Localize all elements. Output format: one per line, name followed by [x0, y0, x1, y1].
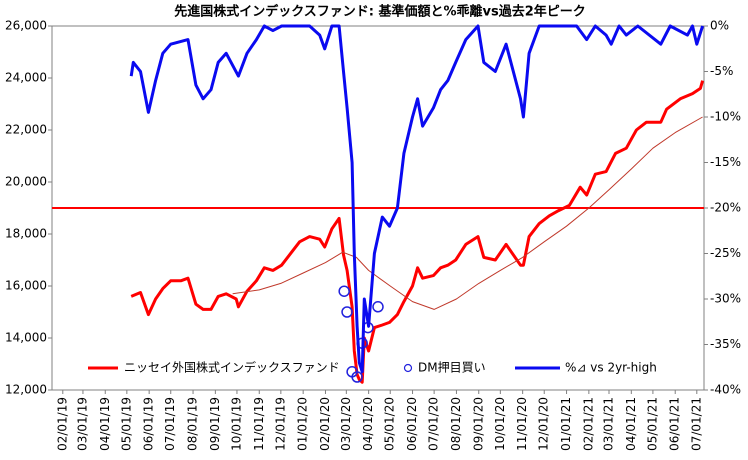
x-tick-label: 12/01/19 [273, 397, 287, 451]
pct-line [129, 24, 705, 374]
legend-label: DM押目買い [418, 361, 486, 375]
x-tick-label: 11/01/20 [515, 397, 529, 451]
y-tick-label: 20,000 [5, 175, 47, 189]
x-tick-label: 01/01/20 [296, 397, 310, 451]
dip-marker [351, 371, 363, 383]
x-tick-label: 03/01/21 [602, 397, 616, 451]
y2-tick-label: -35% [710, 337, 741, 351]
price-line [130, 80, 705, 384]
y2-tick-label: -20% [710, 201, 741, 215]
x-tick-label: 08/01/19 [186, 397, 200, 451]
y-tick-label: 24,000 [5, 71, 47, 85]
y-tick-label: 22,000 [5, 123, 47, 137]
dip-marker [341, 306, 353, 318]
y2-tick-label: -10% [710, 110, 741, 124]
y2-tick-label: -15% [710, 155, 741, 169]
x-tick-label: 06/01/20 [405, 397, 419, 451]
x-tick-label: 09/01/19 [208, 397, 222, 451]
y2-tick-label: -5% [710, 64, 733, 78]
x-tick-label: 03/01/20 [339, 397, 353, 451]
y2-tick-label: -40% [710, 383, 741, 397]
price-line [232, 116, 703, 310]
y-tick-label: 16,000 [5, 279, 47, 293]
legend-label: ニッセイ外国株式インデックスファンド [124, 360, 340, 375]
x-tick-label: 06/01/19 [142, 397, 156, 451]
x-tick-label: 05/01/21 [645, 397, 659, 451]
x-tick-label: 01/01/21 [559, 397, 573, 451]
x-tick-label: 06/01/21 [668, 397, 682, 451]
x-tick-label: 12/01/20 [537, 397, 551, 451]
x-tick-label: 09/01/20 [471, 397, 485, 451]
x-tick-label: 02/01/20 [318, 397, 332, 451]
x-tick-label: 07/01/20 [427, 397, 441, 451]
dip-marker [372, 301, 384, 313]
x-tick-label: 04/01/19 [98, 397, 112, 451]
x-tick-label: 07/01/21 [689, 397, 703, 451]
y-tick-label: 14,000 [5, 331, 47, 345]
x-tick-label: 08/01/20 [449, 397, 463, 451]
x-tick-label: 10/01/19 [229, 397, 243, 451]
x-tick-label: 10/01/20 [493, 397, 507, 451]
legend-label: %⊿ vs 2yr-high [565, 361, 657, 375]
x-tick-label: 05/01/20 [383, 397, 397, 451]
y-tick-label: 12,000 [5, 383, 47, 397]
x-tick-label: 02/01/21 [581, 397, 595, 451]
y2-tick-label: -25% [710, 246, 741, 260]
x-tick-label: 03/01/19 [75, 397, 89, 451]
dip-marker [338, 285, 350, 297]
y-tick-label: 26,000 [5, 19, 47, 33]
y2-tick-label: -30% [710, 292, 741, 306]
x-tick-label: 04/01/21 [624, 397, 638, 451]
x-tick-label: 07/01/19 [163, 397, 177, 451]
y2-tick-label: 0% [710, 19, 729, 33]
x-tick-label: 05/01/19 [119, 397, 133, 451]
chart-title: 先進国株式インデックスファンド: 基準価額と%乖離vs過去2年ピーク [174, 4, 586, 20]
y-tick-label: 18,000 [5, 227, 47, 241]
x-tick-label: 04/01/20 [361, 397, 375, 451]
x-tick-label: 11/01/19 [252, 397, 266, 451]
legend-marker [403, 363, 413, 373]
x-tick-label: 02/01/19 [55, 397, 69, 451]
